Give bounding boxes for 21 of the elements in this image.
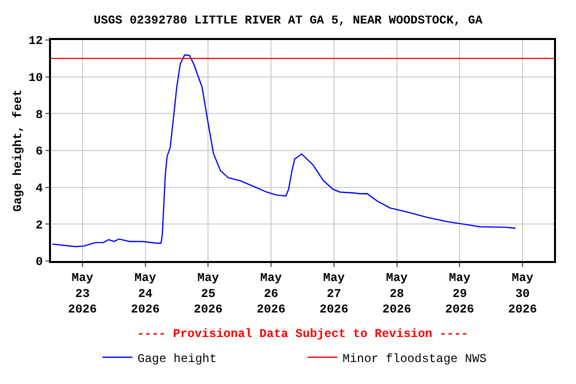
y-tick-label: 2 <box>36 218 43 232</box>
text: ---- Provisional Data Subject to Revision ---- <box>137 327 468 341</box>
x-tick-label: May 24 2026 <box>130 271 160 316</box>
x-tick-label: May 25 2026 <box>194 271 223 316</box>
legend-label: Gage height <box>138 352 217 366</box>
y-tick-label: 4 <box>36 182 43 196</box>
y-tick-label: 12 <box>28 34 43 48</box>
x-tick-label: May 30 2026 <box>508 271 537 316</box>
chart-title: USGS 02392780 LITTLE RIVER AT GA 5, NEAR WOODSTOCK, GA <box>94 13 484 28</box>
y-tick-label: 0 <box>36 255 43 270</box>
y-tick-label: 6 <box>36 144 43 159</box>
y-axis-title: Gage height, feet <box>11 89 26 212</box>
y-tick-label: 10 <box>28 71 43 86</box>
x-tick-label: May 28 2026 <box>382 271 412 316</box>
legend-label: Minor floodstage NWS <box>342 352 487 366</box>
x-tick-label: May 26 2026 <box>256 271 286 316</box>
x-tick-label: May 23 2026 <box>68 271 97 316</box>
y-tick-label: 8 <box>36 108 43 122</box>
line-series <box>52 54 516 248</box>
x-tick-label: May 29 2026 <box>445 271 474 316</box>
x-tick-label: May 27 2026 <box>320 271 348 316</box>
